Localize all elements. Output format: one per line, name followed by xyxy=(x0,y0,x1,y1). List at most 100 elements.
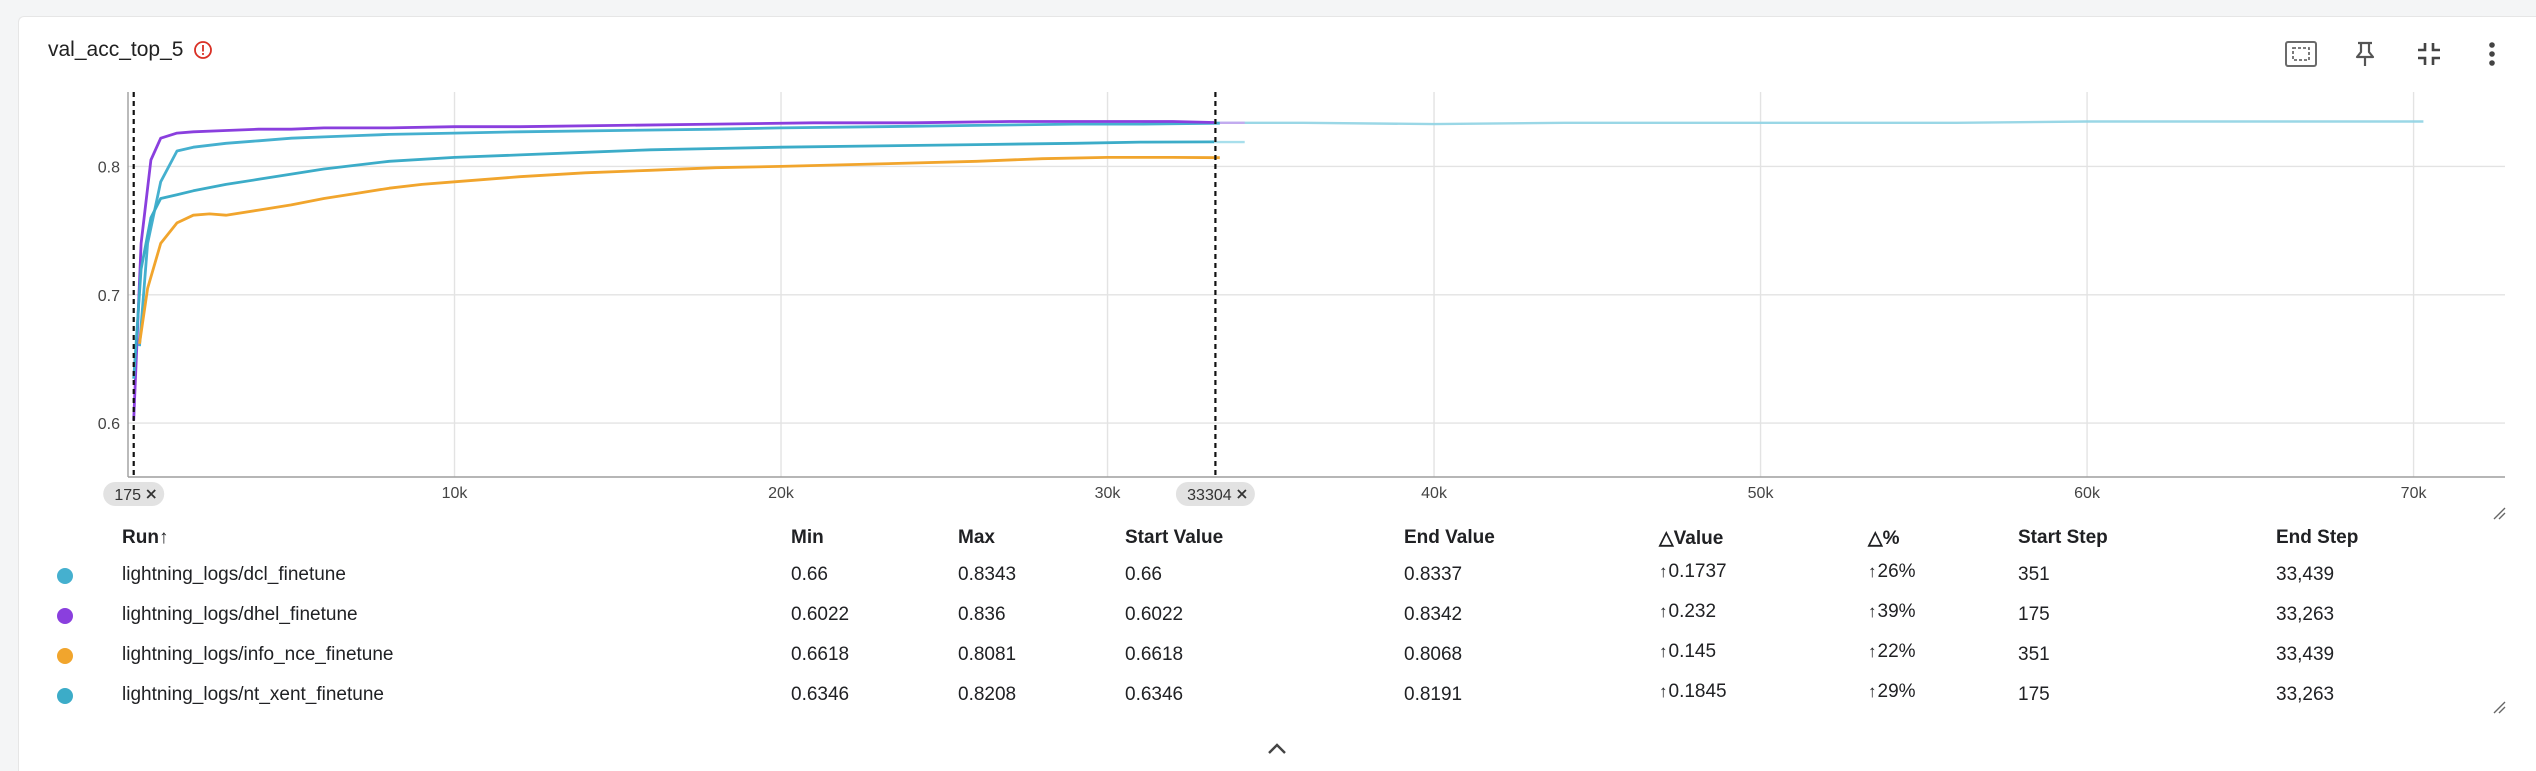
series-line[interactable] xyxy=(138,156,1220,345)
close-icon[interactable] xyxy=(146,489,156,499)
start-step: 175 xyxy=(2018,604,2050,626)
delta-pct-text: 29% xyxy=(1877,681,1916,702)
chevron-up-icon[interactable] xyxy=(1266,740,1288,756)
start-value: 0.6618 xyxy=(1125,644,1183,666)
delta-pct-text: 26% xyxy=(1877,561,1916,582)
end-value-text: 0.8337 xyxy=(1404,564,1463,585)
run-name: lightning_logs/nt_xent_finetune xyxy=(122,684,384,706)
resize-handle-table[interactable] xyxy=(2492,700,2506,714)
arrow-up-icon: ↑ xyxy=(1868,602,1877,621)
header-run[interactable]: Run↑ xyxy=(122,527,168,549)
run-color-dot[interactable] xyxy=(57,688,73,704)
start-step-text: 351 xyxy=(2018,564,2050,585)
end-step: 33,439 xyxy=(2276,564,2334,586)
end-step: 33,439 xyxy=(2276,644,2334,666)
range-marker-label: 175 xyxy=(114,487,141,504)
max-value: 0.8208 xyxy=(958,684,1016,706)
resize-handle-chart[interactable] xyxy=(2492,506,2506,520)
delta-pct: ↑22% xyxy=(1868,641,1916,663)
arrow-up-icon: ↑ xyxy=(1868,562,1877,581)
run-name-text: lightning_logs/dhel_finetune xyxy=(122,604,358,625)
range-marker-chip[interactable] xyxy=(1175,482,1255,506)
series-line[interactable] xyxy=(138,121,1220,347)
header-min[interactable]: Min xyxy=(791,527,824,548)
arrow-up-icon: ↑ xyxy=(1659,602,1668,621)
header-end-value[interactable]: End Value xyxy=(1404,527,1495,548)
start-step: 351 xyxy=(2018,564,2050,586)
min-value-text: 0.6346 xyxy=(791,684,850,705)
end-value-text: 0.8068 xyxy=(1404,644,1463,665)
collapse-icon[interactable] xyxy=(2411,36,2447,72)
start-value-text: 0.6346 xyxy=(1125,684,1184,705)
header-max[interactable]: Max xyxy=(958,527,995,548)
delta-value: ↑0.1737 xyxy=(1659,561,1727,583)
start-step: 351 xyxy=(2018,644,2050,666)
run-name-text: lightning_logs/dcl_finetune xyxy=(122,564,346,585)
delta-value-text: 0.1845 xyxy=(1668,681,1727,702)
min-value-text: 0.66 xyxy=(791,564,828,585)
header-end-step[interactable]: End Step xyxy=(2276,527,2359,548)
arrow-up-icon: ↑ xyxy=(1868,682,1877,701)
pin-icon[interactable] xyxy=(2347,36,2383,72)
delta-pct-text: 22% xyxy=(1877,641,1916,662)
end-step-text: 33,263 xyxy=(2276,684,2335,705)
sort-asc-icon[interactable]: ↑ xyxy=(158,527,169,548)
info-icon[interactable] xyxy=(193,40,213,60)
delta-pct: ↑29% xyxy=(1868,681,1916,703)
close-icon[interactable] xyxy=(1237,489,1247,499)
start-step: 175 xyxy=(2018,684,2050,706)
range-marker-chip[interactable] xyxy=(103,482,165,506)
max-value-text: 0.8081 xyxy=(958,644,1017,665)
fit-domain-icon[interactable] xyxy=(2283,36,2319,72)
header-delta-value[interactable]: △Value xyxy=(1659,527,1723,550)
header-start-value[interactable]: Start Value xyxy=(1125,527,1224,548)
end-value-text: 0.8342 xyxy=(1404,604,1463,625)
max-value: 0.8081 xyxy=(958,644,1016,666)
run-name: lightning_logs/dcl_finetune xyxy=(122,564,346,586)
min-value: 0.66 xyxy=(791,564,828,586)
header-start-step[interactable]: Start Step xyxy=(2018,527,2108,548)
card-title-text: val_acc_top_5 xyxy=(48,38,184,61)
arrow-up-icon: ↑ xyxy=(1659,642,1668,661)
start-step-text: 175 xyxy=(2018,604,2050,625)
range-marker-label: 33304 xyxy=(1187,487,1232,504)
arrow-up-icon: ↑ xyxy=(1659,682,1668,701)
start-value: 0.6022 xyxy=(1125,604,1183,626)
run-color-dot[interactable] xyxy=(57,568,73,584)
delta-pct: ↑26% xyxy=(1868,561,1916,583)
series-line[interactable] xyxy=(132,120,1215,421)
delta-pct-text: 39% xyxy=(1877,601,1916,622)
end-step: 33,263 xyxy=(2276,684,2334,706)
header-delta-pct[interactable]: △% xyxy=(1868,527,1900,550)
max-value-text: 0.8208 xyxy=(958,684,1017,705)
start-step-text: 175 xyxy=(2018,684,2050,705)
more-vert-icon[interactable] xyxy=(2474,36,2510,72)
x-tick-label: 30k xyxy=(1095,485,1122,502)
run-color-dot[interactable] xyxy=(57,648,73,664)
end-value-text: 0.8191 xyxy=(1404,684,1463,705)
min-value-text: 0.6618 xyxy=(791,644,850,665)
min-value: 0.6618 xyxy=(791,644,849,666)
max-value-text: 0.836 xyxy=(958,604,1006,625)
start-value-text: 0.6022 xyxy=(1125,604,1184,625)
header-run-label: Run xyxy=(122,527,159,548)
delta-value: ↑0.145 xyxy=(1659,641,1716,663)
end-value: 0.8342 xyxy=(1404,604,1462,626)
series-line[interactable] xyxy=(132,140,1215,379)
end-step-text: 33,439 xyxy=(2276,644,2335,665)
delta-pct: ↑39% xyxy=(1868,601,1916,623)
card-title: val_acc_top_5 xyxy=(48,38,213,62)
end-value: 0.8068 xyxy=(1404,644,1462,666)
run-name-text: lightning_logs/info_nce_finetune xyxy=(122,644,394,665)
y-tick-label: 0.7 xyxy=(98,288,120,305)
end-step-text: 33,439 xyxy=(2276,564,2335,585)
x-tick-label: 50k xyxy=(1748,485,1775,502)
end-value: 0.8337 xyxy=(1404,564,1462,586)
run-color-dot[interactable] xyxy=(57,608,73,624)
line-chart[interactable]: 10k 20k 30k 40k 50k 60k 70k 0.6 0.7 0.8 175 33304 xyxy=(0,0,2536,520)
x-tick-label: 10k xyxy=(442,485,469,502)
start-step-text: 351 xyxy=(2018,644,2050,665)
faded-series-line xyxy=(1219,120,2424,126)
delta-value: ↑0.232 xyxy=(1659,601,1716,623)
y-tick-label: 0.6 xyxy=(98,416,120,433)
